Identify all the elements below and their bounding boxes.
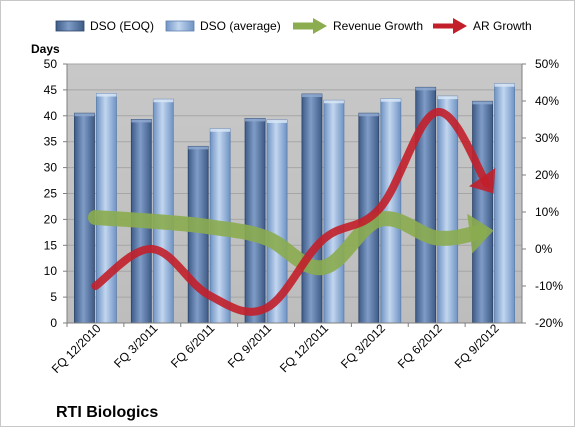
y-tick-label: 0	[50, 316, 57, 330]
y-tick-label: 40	[44, 109, 58, 123]
bar-dso-average	[152, 98, 174, 324]
bar-cap	[210, 128, 231, 132]
bar-cap	[323, 100, 344, 104]
x-tick-label: FQ 6/2011	[168, 321, 218, 371]
legend: DSO (EOQ) DSO (average) Revenue Growth AR G…	[55, 18, 532, 34]
legend-swatch	[165, 20, 195, 32]
bar-dso-average	[323, 99, 345, 324]
bar-dso-eoq	[301, 93, 323, 324]
y-tick-label: 5	[50, 290, 57, 304]
x-tick-label: FQ 6/2012	[395, 321, 445, 371]
bar-cap	[494, 83, 515, 87]
y-tick-label: 45	[44, 83, 58, 97]
bar-cap	[301, 94, 322, 98]
x-tick-label: FQ 3/2011	[111, 321, 161, 371]
bar-cap	[472, 101, 493, 105]
y-axis-ticks: 0 5 10 15 20 25 30 35 40 45 50	[44, 57, 67, 330]
y-tick-label: 50	[44, 57, 58, 71]
y2-tick-label: 10%	[535, 205, 559, 219]
y2-tick-label: 0%	[535, 242, 553, 256]
legend-label: AR Growth	[473, 19, 532, 33]
y2-tick-label: 20%	[535, 168, 559, 182]
y2-axis-ticks: -20% -10% 0% 10% 20% 30% 40% 50%	[522, 57, 563, 330]
y-tick-label: 10	[44, 264, 58, 278]
bar-cap	[74, 113, 95, 117]
x-tick-label: FQ 3/2012	[338, 321, 388, 371]
x-tick-label: FQ 9/2012	[452, 321, 502, 371]
bar-dso-average	[494, 83, 515, 324]
revenue-growth-arrowhead	[467, 213, 494, 254]
chart-title: RTI Biologics	[56, 404, 158, 421]
y2-tick-label: 40%	[535, 94, 559, 108]
bar-cap	[267, 119, 288, 123]
legend-label: DSO (EOQ)	[90, 19, 154, 33]
ar-growth-line	[91, 108, 491, 316]
bar-dso-average	[96, 93, 117, 324]
legend-arrowhead	[453, 18, 467, 34]
series-lines	[87, 108, 496, 316]
legend-arrowhead	[313, 18, 327, 34]
y-axis-title: Days	[31, 42, 60, 56]
y2-tick-label: 50%	[535, 57, 559, 71]
bar-cap	[96, 93, 117, 97]
y2-tick-label: -10%	[535, 279, 563, 293]
legend-swatch	[55, 20, 85, 32]
y-tick-label: 25	[44, 187, 58, 201]
y-tick-label: 20	[44, 212, 58, 226]
bar-dso-eoq	[472, 100, 493, 324]
legend-label: DSO (average)	[200, 19, 281, 33]
x-axis-ticks: FQ 12/2010 FQ 3/2011 FQ 6/2011 FQ 9/2011 FQ …	[49, 321, 502, 376]
bar-cap	[437, 96, 458, 100]
bar-cap	[380, 98, 401, 102]
x-tick-label: FQ 12/2011	[277, 321, 331, 375]
bar-cap	[188, 146, 209, 150]
bar-dso-average	[380, 98, 402, 324]
x-tick-label: FQ 12/2010	[49, 321, 104, 376]
bar-cap	[131, 119, 152, 123]
y-tick-label: 15	[44, 238, 58, 252]
bar-dso-eoq	[244, 117, 266, 324]
y2-tick-label: 30%	[535, 131, 559, 145]
x-tick-label: FQ 9/2011	[225, 321, 275, 371]
bar-cap	[415, 87, 436, 91]
legend-label: Revenue Growth	[333, 19, 423, 33]
y-tick-label: 35	[44, 135, 58, 149]
ar-growth-arrowhead	[468, 167, 496, 194]
y-tick-label: 30	[44, 161, 58, 175]
bar-cap	[245, 118, 266, 122]
bar-cap	[153, 99, 174, 103]
bar-cap	[358, 113, 379, 117]
y2-tick-label: -20%	[535, 316, 563, 330]
